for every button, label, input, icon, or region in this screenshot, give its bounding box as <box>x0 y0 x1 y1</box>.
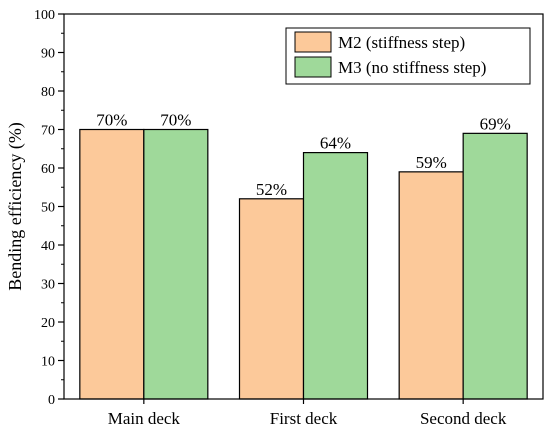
data-label-m2-1: 52% <box>256 180 287 199</box>
data-label-m3-0: 70% <box>160 111 191 130</box>
bar-m3-0 <box>143 128 209 400</box>
x-tick-label-2: Second deck <box>420 409 507 428</box>
y-tick-label-0: 0 <box>48 393 55 408</box>
x-tick-label-1: First deck <box>270 409 338 428</box>
y-tick-label-30: 30 <box>41 278 55 293</box>
axes-layer: 0 10 20 30 40 50 60 70 80 90 100 Main deck First dec… <box>34 8 544 428</box>
data-label-m3-2: 69% <box>480 114 511 133</box>
bar-m3-1 <box>302 152 369 400</box>
legend-label-m3: M3 (no stiffness step) <box>338 58 486 77</box>
y-axis-title: Bending efficiency (%) <box>5 122 26 291</box>
data-labels-layer: 70% 52% 59% 70% 64% 69% <box>96 111 511 199</box>
legend-label-m2: M2 (stiffness step) <box>338 33 465 52</box>
bars-layer <box>79 128 528 400</box>
bar-m3-2 <box>462 132 528 400</box>
y-tick-label-80: 80 <box>41 85 55 100</box>
legend: M2 (stiffness step) M3 (no stiffness step… <box>285 27 531 85</box>
data-label-m2-0: 70% <box>96 111 127 130</box>
legend-swatch-m2 <box>294 31 332 53</box>
x-tick-label-0: Main deck <box>108 409 181 428</box>
bar-m2-0 <box>79 128 145 400</box>
data-label-m3-1: 64% <box>320 134 351 153</box>
y-tick-label-50: 50 <box>41 201 55 216</box>
y-tick-label-10: 10 <box>41 355 55 370</box>
y-tick-label-70: 70 <box>41 124 55 139</box>
legend-swatch-m3 <box>294 56 332 78</box>
y-tick-label-90: 90 <box>41 47 55 62</box>
bar-m2-1 <box>238 198 305 400</box>
y-tick-label-60: 60 <box>41 162 55 177</box>
bar-m2-2 <box>398 171 464 400</box>
y-tick-label-20: 20 <box>41 316 55 331</box>
y-tick-label-40: 40 <box>41 239 55 254</box>
y-tick-label-100: 100 <box>34 8 55 23</box>
data-label-m2-2: 59% <box>416 153 447 172</box>
